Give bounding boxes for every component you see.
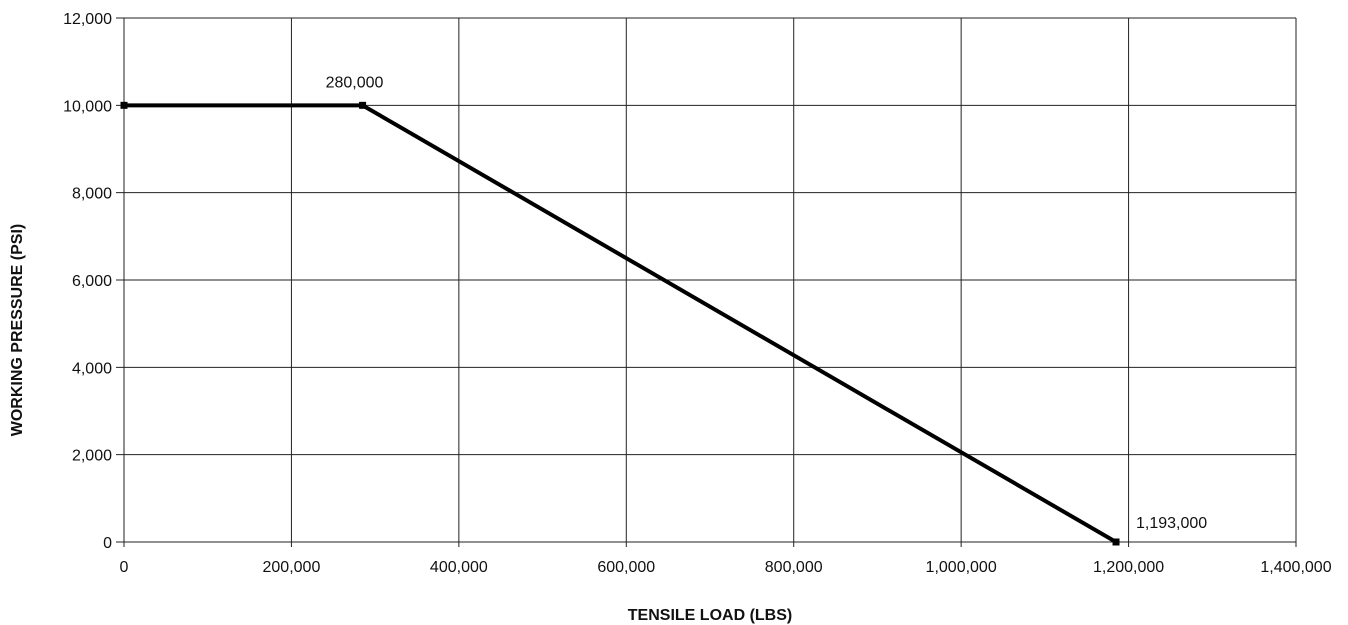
y-tick-label: 2,000 xyxy=(72,448,112,465)
annotation-label: 280,000 xyxy=(326,74,384,91)
series-layer xyxy=(120,101,1120,546)
series-line xyxy=(124,103,1118,544)
data-point xyxy=(120,101,128,109)
y-axis-ticks: 0 2,000 4,000 6,000 8,000 10,000 12,000 xyxy=(63,11,112,552)
x-tick-label: 400,000 xyxy=(430,559,488,576)
y-tick-label: 4,000 xyxy=(72,360,112,377)
y-tick-label: 8,000 xyxy=(72,186,112,203)
grid-lines xyxy=(116,17,1297,547)
y-tick-label: 12,000 xyxy=(63,11,112,28)
annotation-label: 1,193,000 xyxy=(1136,515,1207,532)
x-axis-ticks: 0 200,000 400,000 600,000 800,000 1,000,000 1,… xyxy=(120,559,1332,576)
x-tick-label: 600,000 xyxy=(597,559,655,576)
y-tick-label: 0 xyxy=(103,535,112,552)
x-tick-label: 1,000,000 xyxy=(926,559,997,576)
y-axis-label: WORKING PRESSURE (PSI) xyxy=(9,224,26,436)
x-axis-label: TENSILE LOAD (LBS) xyxy=(628,607,792,624)
y-tick-label: 6,000 xyxy=(72,273,112,290)
data-point xyxy=(359,101,367,109)
x-tick-label: 200,000 xyxy=(263,559,321,576)
x-tick-label: 1,400,000 xyxy=(1260,559,1331,576)
data-point xyxy=(1112,538,1120,546)
x-tick-label: 800,000 xyxy=(765,559,823,576)
y-tick-label: 10,000 xyxy=(63,98,112,115)
x-tick-label: 1,200,000 xyxy=(1093,559,1164,576)
annotations-layer: 280,000 1,193,000 xyxy=(326,74,1208,532)
x-tick-label: 0 xyxy=(120,559,129,576)
